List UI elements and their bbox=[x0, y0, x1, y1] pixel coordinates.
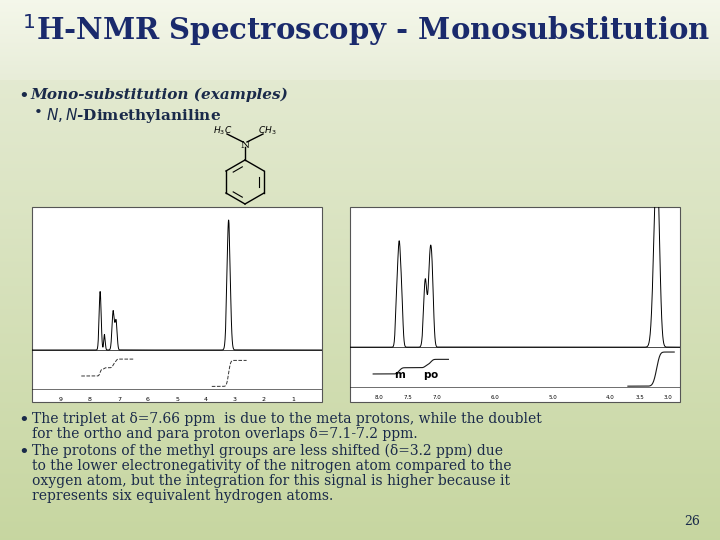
Text: 3.5: 3.5 bbox=[635, 395, 644, 400]
Text: 5.0: 5.0 bbox=[548, 395, 557, 400]
Text: p: p bbox=[423, 370, 430, 380]
Text: 4: 4 bbox=[204, 397, 208, 402]
Text: •: • bbox=[34, 106, 43, 120]
Text: 3.0: 3.0 bbox=[664, 395, 672, 400]
Text: represents six equivalent hydrogen atoms.: represents six equivalent hydrogen atoms… bbox=[32, 489, 333, 503]
Text: 5: 5 bbox=[175, 397, 179, 402]
Text: for the ortho and para proton overlaps δ=7.1-7.2 ppm.: for the ortho and para proton overlaps δ… bbox=[32, 427, 418, 441]
Text: 6.0: 6.0 bbox=[490, 395, 499, 400]
Text: oxygen atom, but the integration for this signal is higher because it: oxygen atom, but the integration for thi… bbox=[32, 474, 510, 488]
Text: $^{1}$H-NMR Spectroscopy - Monosubstitution: $^{1}$H-NMR Spectroscopy - Monosubstitut… bbox=[22, 12, 710, 48]
Text: to the lower electronegativity of the nitrogen atom compared to the: to the lower electronegativity of the ni… bbox=[32, 459, 511, 473]
Text: 7: 7 bbox=[117, 397, 121, 402]
Text: 26: 26 bbox=[684, 515, 700, 528]
Text: $H_3C$: $H_3C$ bbox=[213, 125, 233, 137]
Text: 3: 3 bbox=[233, 397, 237, 402]
Text: The triplet at δ=7.66 ppm  is due to the meta protons, while the doublet: The triplet at δ=7.66 ppm is due to the … bbox=[32, 412, 541, 426]
Text: 2: 2 bbox=[262, 397, 266, 402]
Text: 6: 6 bbox=[146, 397, 150, 402]
FancyBboxPatch shape bbox=[32, 207, 322, 402]
Text: 4.0: 4.0 bbox=[606, 395, 615, 400]
FancyBboxPatch shape bbox=[350, 207, 680, 402]
Text: •: • bbox=[18, 88, 29, 106]
Text: •: • bbox=[18, 444, 29, 462]
Text: $\mathit{N,N}$-Dimethylaniline: $\mathit{N,N}$-Dimethylaniline bbox=[46, 106, 221, 125]
Text: m: m bbox=[394, 370, 405, 380]
Text: The protons of the methyl groups are less shifted (δ=3.2 ppm) due: The protons of the methyl groups are les… bbox=[32, 444, 503, 458]
Text: N: N bbox=[240, 140, 250, 150]
Text: 7.5: 7.5 bbox=[403, 395, 413, 400]
Text: 7.0: 7.0 bbox=[433, 395, 441, 400]
Text: 1: 1 bbox=[291, 397, 295, 402]
Text: •: • bbox=[18, 412, 29, 430]
Text: 9: 9 bbox=[59, 397, 63, 402]
Text: 8.0: 8.0 bbox=[374, 395, 383, 400]
Text: o: o bbox=[431, 370, 438, 380]
Text: Mono-substitution (examples): Mono-substitution (examples) bbox=[30, 88, 288, 103]
Text: 8: 8 bbox=[88, 397, 92, 402]
Text: $CH_3$: $CH_3$ bbox=[258, 125, 276, 137]
